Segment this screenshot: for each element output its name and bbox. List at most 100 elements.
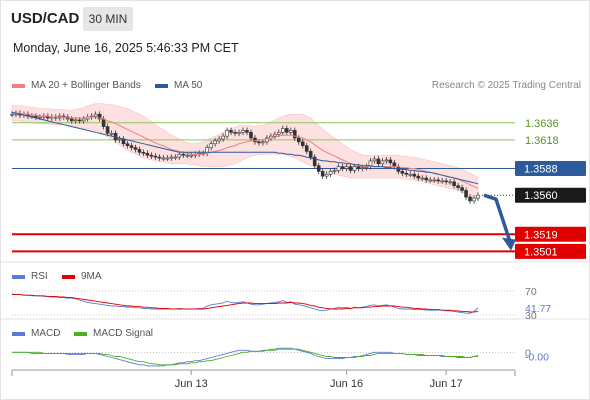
candle xyxy=(133,147,138,150)
rsi-level-label: 30 xyxy=(525,310,537,322)
candle xyxy=(432,179,436,182)
resistance-label: 1.3618 xyxy=(525,135,559,147)
candle xyxy=(408,173,413,176)
candle xyxy=(257,141,261,144)
timeframe-button[interactable]: 30 MIN xyxy=(83,7,133,31)
x-tick-label: Jun 13 xyxy=(175,378,208,390)
candle xyxy=(97,113,102,120)
candle xyxy=(233,132,237,134)
candle xyxy=(265,137,269,143)
pivot-label: 1.3588 xyxy=(524,164,558,176)
forecast-arrow xyxy=(483,193,512,243)
rsi-line xyxy=(11,293,479,314)
candle xyxy=(237,132,241,134)
candle xyxy=(153,155,158,158)
rsi-ma-line xyxy=(12,294,479,313)
support-tag xyxy=(515,226,586,242)
candle xyxy=(213,140,217,145)
candle xyxy=(360,167,365,169)
candle xyxy=(273,133,277,137)
rsi-ma-swatch xyxy=(62,274,75,279)
candle xyxy=(141,152,146,154)
legend-macd-signal: MACD Signal xyxy=(74,328,153,339)
candle xyxy=(281,128,285,133)
candle xyxy=(38,116,42,119)
candle xyxy=(225,130,229,137)
candle xyxy=(440,180,444,183)
candle xyxy=(149,154,154,157)
candle xyxy=(384,159,389,162)
candle xyxy=(444,180,448,183)
macd-value-label: -0.00 xyxy=(525,351,549,363)
candle xyxy=(285,128,289,133)
candle xyxy=(448,181,452,184)
macd-swatch xyxy=(12,331,25,336)
legend-macd: MACD xyxy=(12,328,60,339)
ma20-label: MA 20 + Bollinger Bands xyxy=(31,80,141,91)
candle xyxy=(340,166,345,169)
candle xyxy=(404,172,409,175)
legend-ma20: MA 20 + Bollinger Bands xyxy=(12,80,141,91)
candle xyxy=(129,145,134,148)
candle xyxy=(245,130,249,133)
candle xyxy=(161,157,166,160)
candle xyxy=(217,138,221,142)
candle xyxy=(296,137,301,143)
candle xyxy=(380,160,385,165)
candle xyxy=(34,115,38,118)
candle xyxy=(253,137,257,143)
rsi-value-label: 41.77 xyxy=(525,303,551,315)
ma20-line xyxy=(12,112,479,189)
candle xyxy=(109,132,114,135)
macd-signal-label: MACD Signal xyxy=(93,328,154,339)
candle xyxy=(77,119,82,122)
rsi-swatch xyxy=(12,274,25,279)
candle xyxy=(460,187,464,191)
candle xyxy=(416,175,421,179)
candle xyxy=(376,158,381,165)
candle xyxy=(73,119,78,122)
candle xyxy=(181,153,186,156)
x-tick-label: Jun 17 xyxy=(430,378,463,390)
candle xyxy=(412,173,417,177)
symbol-title: USD/CAD xyxy=(11,10,80,27)
candle xyxy=(69,118,74,122)
candle xyxy=(169,156,174,159)
candle xyxy=(300,141,305,146)
candle xyxy=(312,156,317,166)
candle xyxy=(436,179,440,182)
candle xyxy=(336,166,341,171)
macd-signal-line xyxy=(12,348,478,366)
candle xyxy=(476,194,480,199)
candle xyxy=(464,190,468,198)
candle xyxy=(348,166,353,171)
current-price-tag xyxy=(515,187,586,203)
candle xyxy=(320,171,325,177)
candle xyxy=(289,130,293,133)
candle xyxy=(392,162,397,167)
candle xyxy=(145,152,150,156)
macd-label: MACD xyxy=(31,328,61,339)
candle xyxy=(249,132,253,139)
legend-rsi: RSI xyxy=(12,271,48,282)
forecast-arrowhead xyxy=(502,237,516,251)
candle xyxy=(241,130,245,133)
candle xyxy=(468,196,472,202)
candle xyxy=(137,149,142,153)
candle xyxy=(101,118,106,127)
candle xyxy=(472,197,476,202)
resistance-label: 1.3636 xyxy=(525,118,559,130)
candle xyxy=(328,171,333,175)
candle xyxy=(261,141,265,144)
candle xyxy=(173,156,178,159)
candle xyxy=(221,135,225,140)
candle xyxy=(372,158,377,162)
candle xyxy=(105,126,110,134)
pivot-tag xyxy=(515,161,586,177)
candle xyxy=(356,166,361,169)
support-label: 1.3501 xyxy=(524,246,558,258)
rsi-label: RSI xyxy=(31,271,48,282)
ma50-line xyxy=(11,111,479,185)
candle xyxy=(308,151,313,158)
